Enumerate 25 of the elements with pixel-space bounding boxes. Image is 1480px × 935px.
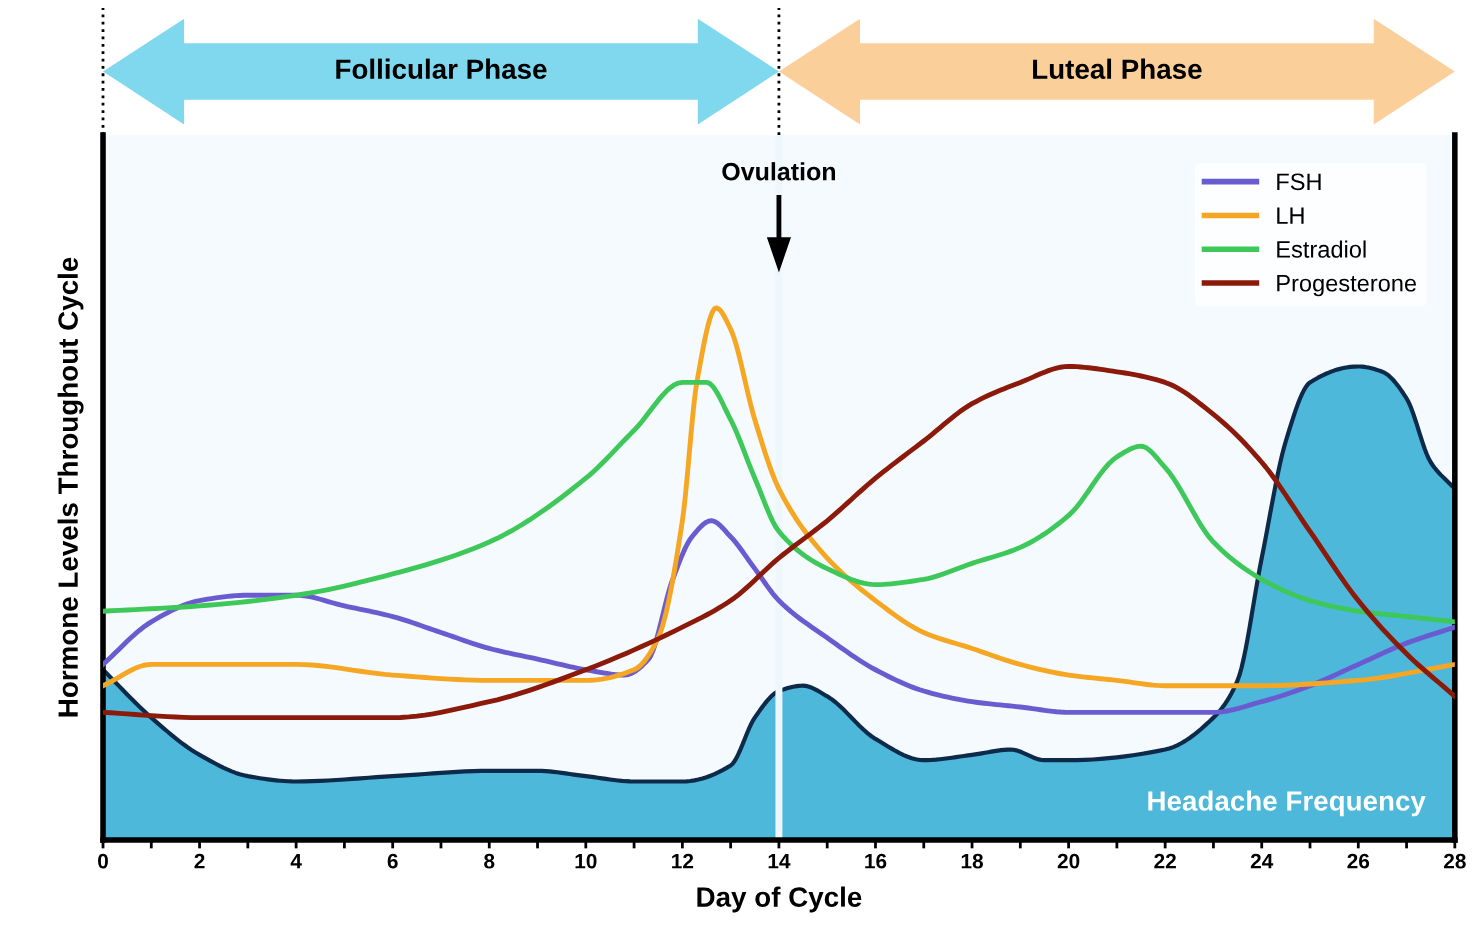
text: Follicular Phase — [336, 58, 547, 80]
x-axis-title: Day of Cycle — [697, 886, 862, 913]
x-tick-label: 2 — [194, 853, 205, 869]
x-tick-label: 14 — [768, 853, 791, 869]
x-tick-label: 6 — [387, 853, 398, 869]
x-tick-label: 18 — [961, 853, 983, 869]
x-tick-label: 4 — [290, 853, 302, 869]
x-tick-label: 28 — [1443, 853, 1466, 869]
series-label: Headache Frequency — [1148, 790, 1426, 817]
x-tick-label: 24 — [1250, 853, 1274, 869]
x-tick-label: 0 — [98, 853, 108, 869]
legend-label: Progesterone — [1277, 275, 1417, 297]
x-tick-label: 10 — [575, 853, 597, 869]
x-tick-label: 12 — [672, 853, 694, 869]
x-tick-label: 16 — [865, 853, 887, 869]
x-tick-label: 22 — [1154, 853, 1176, 869]
x-tick-label: 26 — [1347, 853, 1370, 869]
legend-label: LH — [1277, 207, 1304, 224]
text: Luteal Phase — [1033, 58, 1202, 80]
legend-label: FSH — [1277, 173, 1321, 191]
x-tick-label: 20 — [1057, 853, 1080, 869]
text: Ovulation — [722, 162, 836, 181]
x-tick-label: 8 — [484, 853, 495, 869]
legend-label: Estradiol — [1277, 240, 1366, 258]
y-axis-title: Hormone Levels Throughout Cycle — [57, 257, 84, 717]
